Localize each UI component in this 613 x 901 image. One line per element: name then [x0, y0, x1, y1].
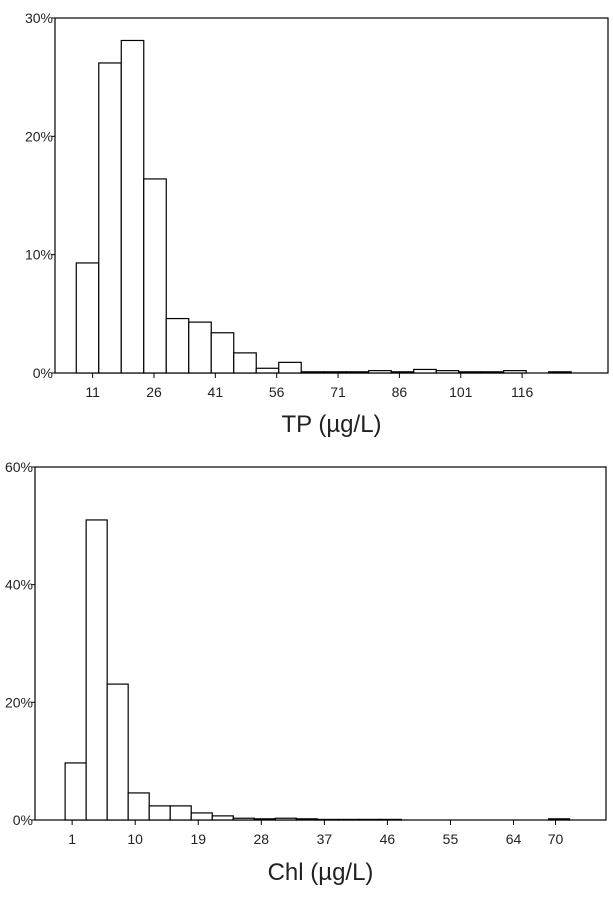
bar [169, 805, 192, 821]
y-tick-label: 10% [25, 247, 53, 263]
bar [548, 371, 572, 374]
bar [190, 812, 213, 821]
bar [413, 368, 437, 374]
bar [435, 370, 460, 374]
bar [379, 818, 403, 821]
bar [98, 62, 122, 374]
bar [278, 361, 302, 374]
x-axis-label: TP (µg/L) [281, 411, 381, 438]
bar [295, 818, 318, 821]
bar [143, 178, 167, 374]
y-tick-label: 40% [5, 577, 33, 593]
bar [458, 371, 482, 374]
x-tick-label: 46 [380, 831, 396, 847]
bar [547, 818, 571, 821]
bar [255, 367, 280, 374]
x-tick-label: 10 [127, 831, 143, 847]
bar [75, 262, 100, 374]
bar [390, 371, 415, 374]
bar [368, 370, 392, 374]
x-tick-label: 101 [449, 384, 473, 400]
bar [148, 805, 171, 821]
x-axis-label: Chl (µg/L) [268, 859, 374, 886]
x-tick-label: 28 [254, 831, 270, 847]
bar [188, 321, 212, 374]
bar [211, 815, 234, 821]
bar [85, 519, 108, 821]
x-tick-label: 56 [269, 384, 285, 400]
bar [64, 762, 87, 821]
x-tick-label: 70 [548, 831, 564, 847]
x-tick-label: 71 [330, 384, 346, 400]
y-tick-label: 0% [13, 812, 33, 828]
y-tick-label: 60% [5, 459, 33, 475]
bar [165, 317, 190, 374]
x-tick-label: 41 [208, 384, 224, 400]
bar [503, 370, 527, 374]
x-tick-label: 86 [392, 384, 408, 400]
y-tick-label: 20% [25, 128, 53, 144]
bar [210, 332, 235, 374]
bar [127, 792, 150, 821]
bar [316, 818, 339, 821]
x-tick-label: 19 [190, 831, 206, 847]
x-tick-label: 11 [85, 384, 100, 400]
y-tick-label: 0% [33, 365, 53, 381]
bar [323, 371, 347, 374]
x-tick-label: 64 [506, 831, 522, 847]
y-tick-label: 30% [25, 10, 53, 26]
x-tick-label: 116 [511, 384, 534, 400]
bar [232, 817, 255, 821]
bar [345, 371, 370, 374]
bar [300, 371, 325, 374]
bar [337, 818, 360, 821]
x-tick-label: 55 [443, 831, 459, 847]
bar [120, 39, 145, 374]
bar [233, 352, 257, 374]
bar [253, 818, 276, 821]
bar [106, 683, 129, 821]
x-tick-label: 37 [317, 831, 333, 847]
bar [274, 817, 297, 821]
y-tick-label: 20% [5, 694, 33, 710]
x-tick-label: 26 [146, 384, 162, 400]
x-tick-label: 1 [68, 831, 76, 847]
bar [480, 371, 505, 374]
bar [358, 818, 382, 821]
